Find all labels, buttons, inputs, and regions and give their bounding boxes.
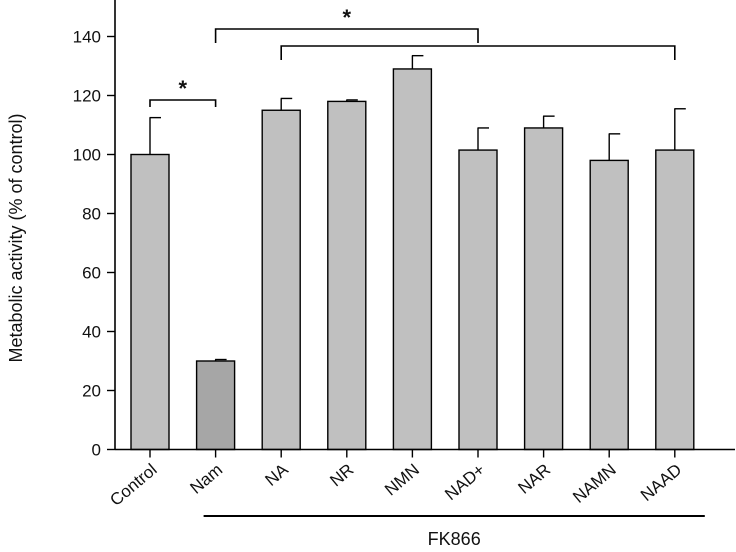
x-tick-label: Nam	[186, 460, 226, 498]
y-tick-label: 120	[73, 87, 101, 106]
significance-bracket	[214, 28, 479, 43]
x-tick-label: NAD+	[441, 460, 488, 504]
x-tick-label: Control	[106, 460, 160, 510]
bar-namn	[589, 159, 629, 451]
significance-star: *	[179, 76, 188, 101]
bar-nr	[327, 100, 367, 451]
bar-nar	[523, 127, 564, 451]
y-axis-title: Metabolic activity (% of control)	[6, 113, 26, 362]
y-tick-label: 80	[82, 205, 101, 224]
x-tick-label: NAR	[514, 460, 554, 498]
y-tick-label: 40	[82, 323, 101, 342]
significance-bracket	[149, 99, 217, 107]
significance-bracket	[280, 45, 676, 60]
bar-nam	[195, 360, 236, 451]
significance-layer: **	[149, 5, 676, 107]
x-tick-label: NAAD	[637, 460, 685, 505]
bar-na	[261, 109, 301, 451]
bars-layer	[130, 54, 695, 451]
group-label: FK866	[428, 529, 481, 549]
significance-star: *	[343, 5, 352, 30]
y-tick-label: 100	[73, 146, 101, 165]
y-tick-label: 60	[82, 264, 101, 283]
y-tick-label: 20	[82, 382, 101, 401]
x-tick-label: NR	[326, 460, 357, 490]
bar-nmn	[392, 68, 433, 451]
y-tick-label: 0	[92, 441, 101, 460]
bar-nad-	[458, 149, 498, 451]
bar-naad	[655, 149, 695, 451]
bar-control	[130, 153, 170, 451]
x-tick-label: NMN	[381, 460, 423, 499]
y-tick-label: 140	[73, 28, 101, 47]
x-tick-label: NA	[261, 460, 292, 490]
x-tick-label: NAMN	[569, 460, 620, 507]
